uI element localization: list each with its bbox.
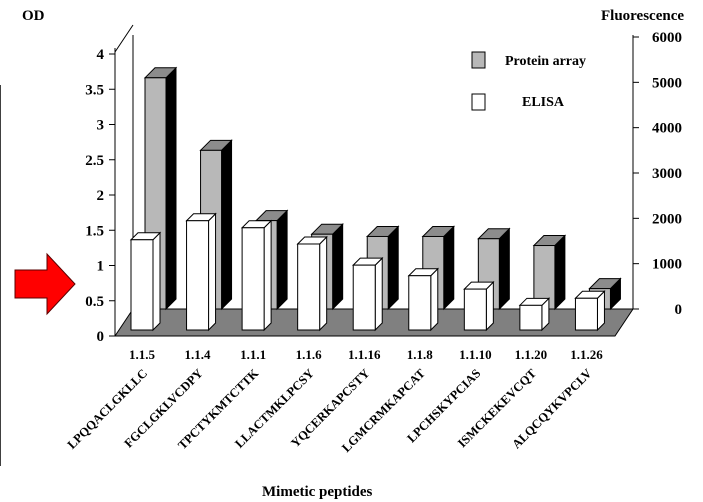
left-axis-tick-label: 1 xyxy=(97,259,105,275)
left-axis-tick-label: 1.5 xyxy=(85,223,104,239)
legend: Protein array ELISA xyxy=(471,51,586,111)
category-label: 1.1.8 xyxy=(407,347,434,362)
protein-array-bar xyxy=(477,227,511,311)
category-label: 1.1.10 xyxy=(459,347,492,362)
right-axis-title: Fluorescence xyxy=(601,8,684,24)
annotation-arrow xyxy=(14,252,76,316)
right-axis: 0 1000 2000 3000 4000 5000 6000 xyxy=(632,30,683,318)
left-axis-tick-label: 3.5 xyxy=(85,82,104,98)
left-axis-tick-label: 4 xyxy=(97,47,105,63)
x-axis-title: Mimetic peptides xyxy=(262,484,373,500)
protein-array-bar xyxy=(532,234,567,311)
top-slant-edge xyxy=(114,24,134,53)
legend-label-protein-array: Protein array xyxy=(505,54,586,69)
legend-swatch-elisa xyxy=(471,93,486,111)
left-axis-tick-label: 0.5 xyxy=(85,294,104,310)
category-label: 1.1.26 xyxy=(570,347,603,362)
right-axis-tick-label: 5000 xyxy=(652,75,682,91)
elisa-bar xyxy=(518,297,551,332)
category-labels: 1.1.5 1.1.4 1.1.1 1.1.6 1.1.16 1.1.8 1.1.10 1.1… xyxy=(129,347,603,362)
elisa-bar xyxy=(296,235,328,332)
category-label: 1.1.6 xyxy=(296,347,323,362)
left-axis-tick-label: 2 xyxy=(97,188,105,204)
left-axis: 0 0.5 1 1.5 2 2.5 3 3.5 4 xyxy=(85,47,116,345)
left-axis-title: OD xyxy=(22,8,45,24)
elisa-bar xyxy=(352,256,384,332)
right-axis-tick-label: 1000 xyxy=(652,257,682,273)
elisa-bar xyxy=(129,231,162,332)
legend-swatch-protein-array xyxy=(471,51,486,69)
category-label: 1.1.5 xyxy=(129,347,156,362)
legend-label-elisa: ELISA xyxy=(522,95,565,110)
right-axis-tick-label: 2000 xyxy=(652,211,682,227)
elisa-bar xyxy=(240,219,273,332)
elisa-bar xyxy=(407,267,439,332)
left-axis-tick-label: 3 xyxy=(97,118,105,134)
category-label: 1.1.20 xyxy=(515,347,548,362)
left-axis-tick-label: 0 xyxy=(97,329,105,345)
right-axis-tick-label: 3000 xyxy=(652,166,682,182)
category-label: 1.1.4 xyxy=(185,347,212,362)
right-axis-tick-label: 0 xyxy=(675,302,683,318)
elisa-bars xyxy=(129,212,606,332)
left-axis-tick-label: 2.5 xyxy=(85,153,104,169)
right-axis-tick-label: 4000 xyxy=(652,121,682,137)
category-label: 1.1.1 xyxy=(240,347,266,362)
right-axis-tick-label: 6000 xyxy=(652,30,682,46)
elisa-bar xyxy=(574,290,606,332)
category-label: 1.1.16 xyxy=(348,347,381,362)
sequence-labels: LPQQACLGKLLCFGCLGKLVCDPYTPCTYKMTCTTKLLAC… xyxy=(65,366,595,455)
elisa-bar xyxy=(185,212,217,332)
elisa-bar xyxy=(463,280,495,332)
